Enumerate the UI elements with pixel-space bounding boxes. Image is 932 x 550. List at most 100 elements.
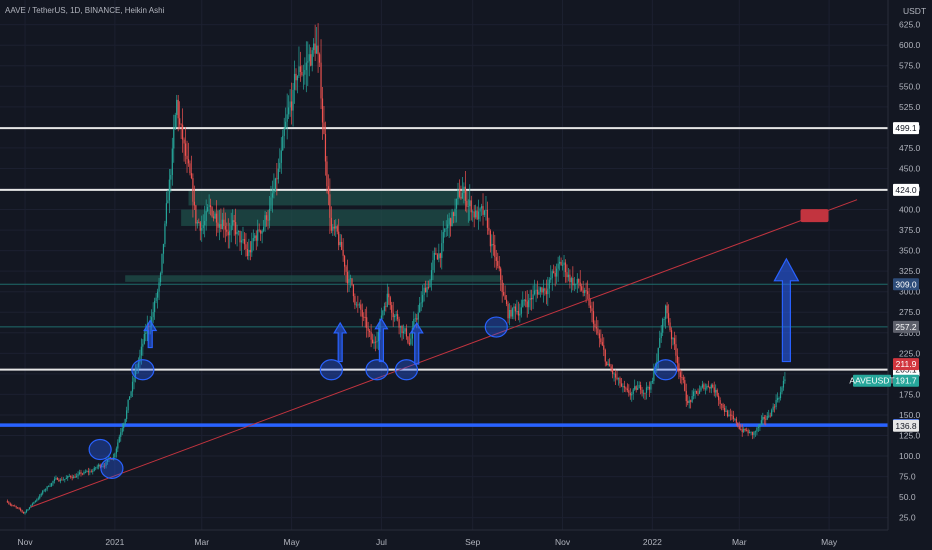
candle-body bbox=[466, 200, 468, 207]
price-tick-label: 100.0 bbox=[899, 451, 921, 461]
time-tick-label: May bbox=[284, 537, 301, 547]
candle-body bbox=[520, 307, 522, 314]
candle-body bbox=[123, 423, 125, 429]
candle-body bbox=[92, 470, 94, 472]
candle-body bbox=[650, 382, 652, 390]
candle-body bbox=[20, 508, 22, 511]
candle-body bbox=[274, 178, 276, 191]
candle-body bbox=[73, 476, 75, 479]
candle-body bbox=[669, 322, 671, 331]
candle-body bbox=[634, 386, 636, 390]
candle-body bbox=[750, 431, 752, 433]
candle-body bbox=[198, 222, 200, 223]
candle-body bbox=[638, 385, 640, 389]
candle-body bbox=[695, 390, 698, 394]
candle-body bbox=[430, 270, 433, 281]
candle-body bbox=[688, 400, 690, 403]
candle-body bbox=[551, 271, 553, 279]
candle-body bbox=[697, 393, 699, 395]
candle-body bbox=[134, 369, 137, 378]
candle-body bbox=[345, 266, 347, 272]
candle-body bbox=[74, 476, 76, 478]
candle-body bbox=[433, 253, 436, 261]
candle-body bbox=[289, 101, 291, 108]
candle-body bbox=[95, 467, 97, 469]
candle-body bbox=[413, 319, 415, 329]
candle-body bbox=[140, 346, 142, 356]
candle-body bbox=[548, 279, 550, 289]
candle-body bbox=[485, 209, 487, 211]
candle-body bbox=[774, 406, 776, 408]
candle-body bbox=[442, 232, 444, 244]
price-tick-label: 575.0 bbox=[899, 61, 921, 71]
currency-label: USDT bbox=[903, 6, 926, 16]
candle-body bbox=[164, 223, 166, 245]
candle-body bbox=[271, 193, 274, 198]
candle-body bbox=[744, 428, 746, 431]
candle-body bbox=[576, 279, 578, 284]
candle-body bbox=[154, 300, 156, 313]
candle-body bbox=[321, 98, 324, 123]
candle-body bbox=[426, 286, 428, 293]
candle-body bbox=[581, 286, 583, 291]
candle-body bbox=[469, 200, 471, 207]
candle-body bbox=[323, 122, 325, 135]
candle-body bbox=[734, 418, 736, 420]
candle-body bbox=[367, 327, 369, 331]
candle-body bbox=[242, 239, 244, 241]
candle-body bbox=[427, 286, 430, 288]
candle-body bbox=[246, 249, 249, 257]
candle-body bbox=[127, 399, 129, 411]
candle-body bbox=[464, 186, 466, 201]
candle-body bbox=[71, 476, 73, 479]
candle-body bbox=[152, 312, 154, 318]
candle-body bbox=[612, 369, 614, 375]
candle-body bbox=[760, 420, 762, 425]
candle-body bbox=[651, 380, 653, 383]
price-tick-label: 625.0 bbox=[899, 20, 921, 30]
candle-body bbox=[554, 272, 556, 277]
candle-body bbox=[597, 328, 599, 334]
candle-body bbox=[659, 338, 661, 348]
support-zone bbox=[188, 188, 470, 206]
candle-body bbox=[115, 448, 117, 454]
candle-body bbox=[65, 477, 67, 480]
time-tick-label: 2021 bbox=[105, 537, 124, 547]
candle-body bbox=[573, 283, 575, 286]
candle-body bbox=[719, 400, 721, 405]
candle-body bbox=[377, 332, 380, 342]
candle-body bbox=[511, 308, 514, 317]
candle-body bbox=[732, 415, 734, 420]
candle-body bbox=[470, 200, 472, 213]
level-tag bbox=[893, 320, 919, 333]
candle-body bbox=[772, 406, 774, 411]
candle-body bbox=[351, 278, 353, 285]
time-axis[interactable]: Nov 2021 Mar May Jul Sep Nov 2022 Mar May bbox=[17, 537, 837, 547]
candle-body bbox=[380, 315, 383, 320]
candle-body bbox=[218, 224, 221, 228]
candle-body bbox=[503, 292, 505, 296]
candle-body bbox=[410, 338, 412, 345]
candle-body bbox=[249, 249, 251, 253]
candle-body bbox=[285, 121, 287, 129]
time-tick-label: Jul bbox=[376, 537, 387, 547]
candle-body bbox=[233, 220, 235, 223]
candle-body bbox=[14, 505, 16, 507]
candle-body bbox=[604, 349, 606, 362]
candle-body bbox=[404, 328, 406, 332]
candle-body bbox=[407, 336, 409, 343]
candle-body bbox=[757, 427, 760, 428]
candle-body bbox=[718, 395, 720, 401]
candle-body bbox=[482, 206, 484, 215]
candle-body bbox=[408, 342, 410, 345]
candle-body bbox=[560, 261, 562, 266]
bounce-circle bbox=[131, 359, 155, 381]
candle-body bbox=[578, 279, 580, 283]
candle-body bbox=[11, 504, 13, 506]
candle-body bbox=[248, 249, 250, 257]
candle-body bbox=[663, 319, 665, 320]
candle-body bbox=[419, 303, 421, 313]
price-tag bbox=[893, 374, 919, 387]
candle-body bbox=[748, 432, 751, 434]
